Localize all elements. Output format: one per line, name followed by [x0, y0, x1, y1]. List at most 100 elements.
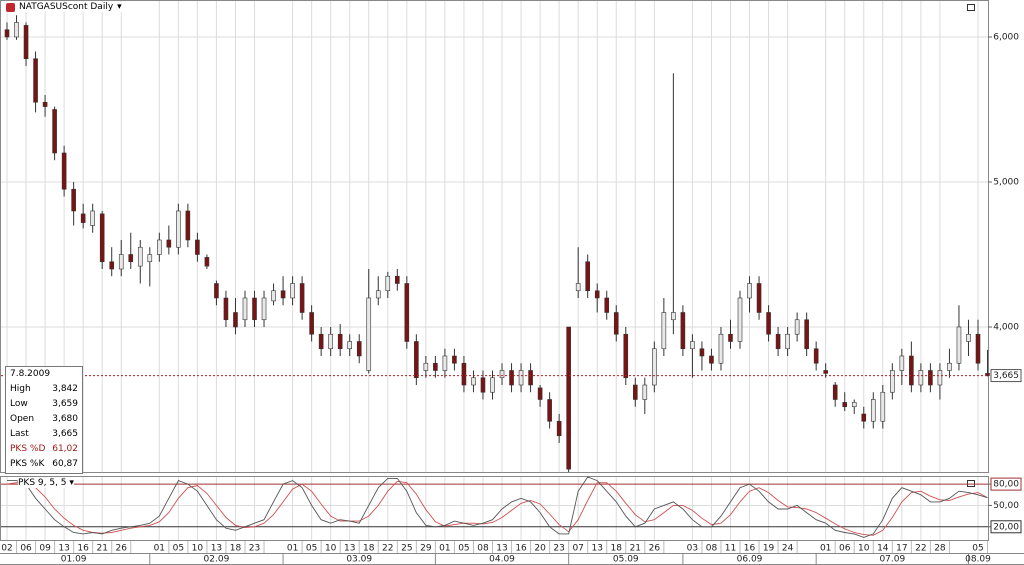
info-row: Open 3,680: [6, 412, 82, 427]
info-date-text: 7.8.2009: [10, 369, 51, 379]
candle-body: [290, 283, 295, 299]
candle-body: [870, 399, 876, 422]
dropdown-arrow[interactable]: ▾: [117, 2, 122, 12]
x-tick-label: 06: [839, 544, 851, 554]
x-tick-label: 08: [477, 544, 489, 554]
candle-body: [794, 319, 800, 335]
y-tick-label: 4,000: [993, 322, 1019, 332]
info-value: 3,680: [52, 414, 78, 424]
candle-body: [547, 399, 552, 422]
x-tick-label: 08: [706, 544, 718, 554]
candle-body: [918, 370, 924, 386]
candle-body: [109, 261, 115, 270]
x-tick-label: 13: [591, 544, 602, 554]
x-tick-label: 13: [58, 544, 69, 554]
candle-body: [528, 370, 533, 386]
candle-body: [566, 326, 571, 470]
candle-body: [928, 370, 933, 386]
x-tick-label: 22: [382, 544, 393, 554]
last-price-label: 3,665: [993, 371, 1019, 381]
candle-body: [204, 257, 210, 267]
candle-body: [395, 275, 400, 284]
candle-body: [414, 341, 419, 379]
candle-body: [671, 312, 676, 321]
candle-body: [166, 239, 172, 248]
candle-body: [709, 355, 714, 364]
x-tick-label: 18: [611, 544, 623, 554]
x-tick-label: 26: [116, 544, 128, 554]
chart-header[interactable]: NATGASUScont Daily ▾: [6, 2, 122, 12]
candle-body: [937, 370, 943, 386]
indicator-header[interactable]: PKS 9, 5, 5 ▾: [18, 478, 74, 488]
candle-body: [309, 312, 314, 335]
candle-body: [433, 362, 438, 371]
month-label: 08.09: [965, 555, 991, 565]
candle-body: [956, 326, 962, 364]
candle-body: [499, 370, 505, 379]
x-tick-label: 09: [39, 544, 51, 554]
x-tick-label: 10: [858, 544, 870, 554]
x-tick-label: 18: [230, 544, 242, 554]
price-panel: [0, 0, 989, 473]
info-label: Open: [10, 414, 35, 424]
info-row: Last 3,665: [6, 427, 82, 442]
x-tick-label: 05: [458, 544, 469, 554]
x-tick-label: 07: [572, 544, 583, 554]
candle-body: [842, 402, 848, 408]
info-value: 3,659: [52, 399, 78, 409]
candle-body: [42, 101, 48, 107]
candle-body: [71, 188, 76, 212]
candle-body: [556, 420, 562, 437]
candle-body: [594, 290, 600, 299]
candle-body: [242, 297, 248, 321]
month-label: 02.09: [204, 555, 230, 565]
candle-body: [223, 297, 229, 321]
info-value: 3,842: [52, 384, 78, 394]
x-tick-label: 13: [211, 544, 222, 554]
candle-body: [575, 283, 581, 292]
candle-body: [61, 152, 67, 190]
maximize-button[interactable]: [967, 480, 975, 487]
x-tick-label: 10: [192, 544, 204, 554]
candle-body: [509, 370, 514, 386]
candle-body: [661, 312, 667, 350]
x-tick-label: 05: [306, 544, 317, 554]
candle-body: [975, 333, 981, 364]
candle-body: [299, 283, 305, 313]
indicator-value: 60,87: [52, 459, 78, 469]
candle-body: [366, 297, 372, 371]
candle-body: [909, 355, 914, 386]
x-tick-label: 17: [896, 544, 907, 554]
maximize-button[interactable]: [967, 4, 975, 11]
candle-body: [785, 333, 790, 350]
candle-body: [99, 213, 105, 263]
info-date: 7.8.2009: [6, 367, 82, 382]
last-price-box: [990, 369, 1022, 383]
x-tick-label: 01: [287, 544, 298, 554]
candle-body: [271, 290, 276, 302]
x-tick-label: 02: [1, 544, 12, 554]
indicator-row: PKS %K 60,87: [6, 457, 82, 472]
x-tick-label: 23: [249, 544, 260, 554]
candle-body: [118, 254, 124, 270]
x-tick-label: 20: [534, 544, 546, 554]
x-tick-label: 22: [915, 544, 926, 554]
candle-body: [480, 377, 486, 393]
candle-body: [52, 109, 57, 154]
candle-body: [623, 333, 629, 379]
candle-body: [813, 348, 819, 364]
y-tick-label: 20,00: [993, 522, 1019, 532]
x-tick-label: 01: [154, 544, 165, 554]
x-tick-label: 14: [877, 544, 889, 554]
candle-body: [33, 58, 38, 103]
candle-body: [404, 283, 410, 342]
candle-body: [747, 283, 752, 299]
candle-body: [318, 333, 324, 350]
x-tick-label: 06: [20, 544, 32, 554]
candle-body: [632, 384, 638, 400]
x-tick-label: 16: [515, 544, 527, 554]
x-tick-label: 29: [420, 544, 432, 554]
candle-body: [718, 333, 724, 364]
y-tick-label: 80,00: [993, 480, 1019, 490]
candle-body: [823, 370, 828, 374]
